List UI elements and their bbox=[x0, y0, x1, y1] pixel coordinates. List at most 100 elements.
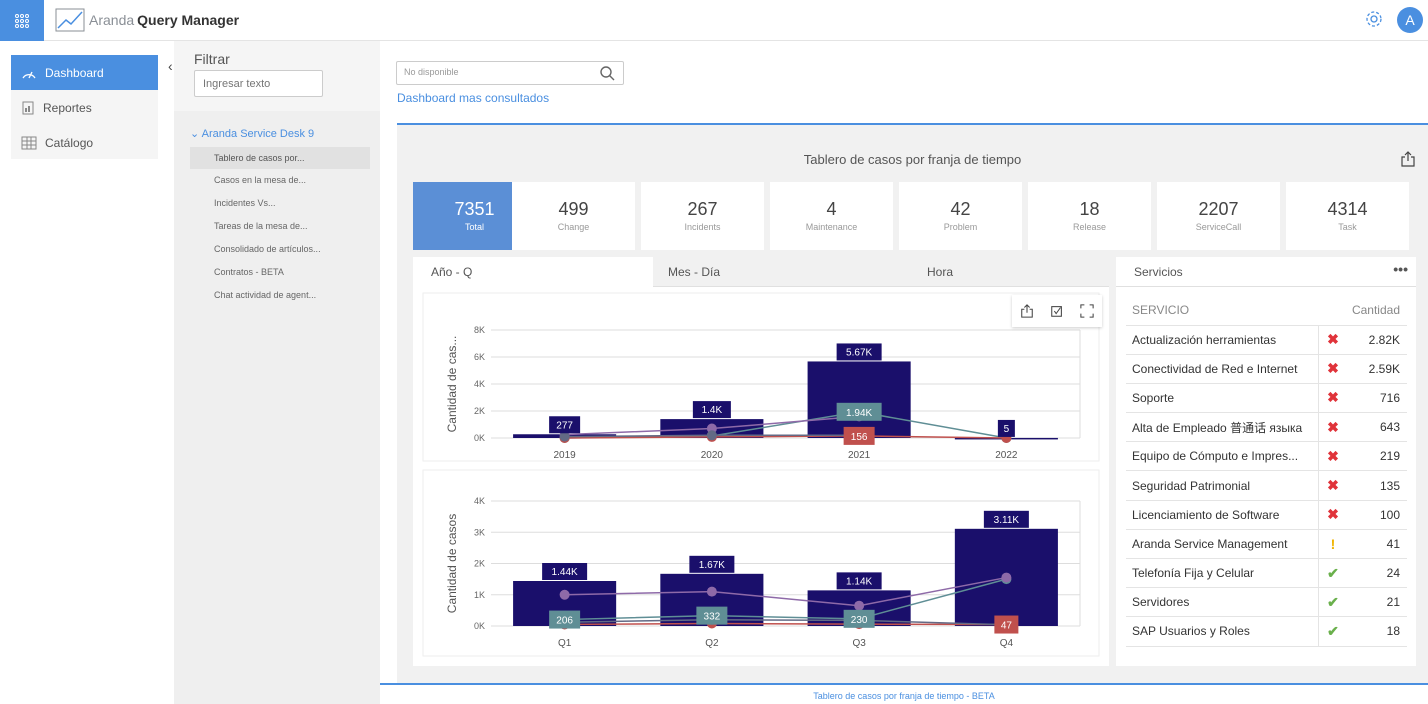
period-tabs: Año - Q Mes - Día Hora bbox=[413, 257, 1109, 287]
service-name: SAP Usuarios y Roles bbox=[1126, 616, 1320, 647]
kpi-maintenance[interactable]: 4 Maintenance bbox=[770, 182, 893, 250]
chart-panel: Año - Q Mes - Día Hora 0K 2K 4K 6K 8K Cantida… bbox=[413, 257, 1109, 666]
filter-title: Filtrar bbox=[194, 51, 230, 67]
table-row[interactable]: Actualización herramientas ✖ 2.82K bbox=[1126, 325, 1407, 355]
tree-item[interactable]: Contratos - BETA bbox=[214, 267, 284, 277]
settings-gear-icon[interactable] bbox=[1364, 9, 1384, 29]
series-point bbox=[559, 431, 570, 442]
table-row[interactable]: Licenciamiento de Software ✖ 100 bbox=[1126, 500, 1407, 530]
col-cantidad[interactable]: Cantidad bbox=[1346, 296, 1407, 326]
y-tick-label: 0K bbox=[474, 621, 485, 631]
divider bbox=[397, 123, 1428, 125]
y-tick-label: 4K bbox=[474, 496, 485, 506]
service-name: Conectividad de Red e Internet bbox=[1126, 354, 1320, 384]
dashboard-icon bbox=[22, 71, 36, 78]
data-label: 230 bbox=[843, 609, 875, 628]
tree-item[interactable]: Chat actividad de agent... bbox=[214, 290, 317, 300]
tree-item[interactable]: Tablero de casos por... bbox=[190, 147, 370, 169]
kpi-change[interactable]: 499 Change bbox=[512, 182, 635, 250]
table-row[interactable]: Aranda Service Management! 41 bbox=[1126, 529, 1407, 560]
most-viewed-link[interactable]: Dashboard mas consultados bbox=[397, 91, 550, 105]
tab-hora[interactable]: Hora bbox=[927, 265, 954, 279]
y-tick-label: 8K bbox=[474, 325, 485, 335]
status-icon: ✔ bbox=[1318, 587, 1347, 618]
search-icon[interactable] bbox=[600, 66, 615, 81]
table-row[interactable]: Servidores ✔ 21 bbox=[1126, 587, 1407, 618]
service-qty: 716 bbox=[1346, 383, 1407, 414]
filter-input[interactable] bbox=[194, 70, 323, 97]
tree-item[interactable]: Casos en la mesa de... bbox=[214, 175, 307, 185]
data-label: 332 bbox=[696, 606, 728, 625]
chevron-down-icon: ⌄ bbox=[190, 128, 202, 140]
sidebar-item-catalogo[interactable]: Catálogo bbox=[11, 125, 158, 160]
svg-text:1.67K: 1.67K bbox=[699, 560, 725, 571]
fullscreen-icon[interactable] bbox=[1080, 304, 1094, 318]
data-label: 1.4K bbox=[692, 401, 731, 419]
chart-quarter: 0K 1K 2K 3K 4K Cantidad de casos Q1 Q2 Q3 Q4 1.44K… bbox=[422, 469, 1100, 657]
col-servicio[interactable]: SERVICIO bbox=[1126, 296, 1319, 326]
tree-item[interactable]: Consolidado de artículos... bbox=[214, 244, 321, 254]
data-label: 3.11K bbox=[983, 510, 1029, 528]
dashboard-area: Tablero de casos por franja de tiempo 73… bbox=[397, 125, 1428, 683]
more-options-icon[interactable]: ••• bbox=[1393, 261, 1408, 277]
chart-select-icon[interactable] bbox=[1050, 304, 1064, 318]
svg-text:156: 156 bbox=[851, 432, 868, 443]
service-qty: 100 bbox=[1346, 500, 1407, 530]
kpi-task[interactable]: 4314 Task bbox=[1286, 182, 1409, 250]
servicios-table: SERVICIO Cantidad Actualización herramie… bbox=[1126, 296, 1407, 647]
table-row[interactable]: Equipo de Cómputo e Impres... ✖ 219 bbox=[1126, 441, 1407, 472]
kpi-incidents[interactable]: 267 Incidents bbox=[641, 182, 764, 250]
service-name: Seguridad Patrimonial bbox=[1126, 470, 1320, 501]
sidebar-item-dashboard[interactable]: Dashboard bbox=[11, 55, 158, 90]
sidebar-item-label: Reportes bbox=[43, 100, 92, 115]
kpi-problem[interactable]: 42 Problem bbox=[899, 182, 1022, 250]
data-label: 206 bbox=[549, 610, 581, 629]
x-tick-label: 2019 bbox=[554, 450, 577, 461]
service-qty: 2.82K bbox=[1346, 325, 1407, 355]
svg-text:1.4K: 1.4K bbox=[702, 405, 723, 416]
status-icon: ✖ bbox=[1318, 412, 1347, 443]
sidebar-item-reportes[interactable]: Reportes bbox=[11, 90, 158, 125]
kpi-servicecall[interactable]: 2207 ServiceCall bbox=[1157, 182, 1280, 250]
share-export-icon[interactable] bbox=[1400, 151, 1416, 167]
apps-menu-button[interactable] bbox=[0, 0, 44, 41]
svg-text:5.67K: 5.67K bbox=[846, 347, 872, 358]
tree-item[interactable]: Tareas de la mesa de... bbox=[214, 221, 308, 231]
footer-title: Tablero de casos por franja de tiempo - … bbox=[380, 683, 1428, 704]
data-label: 5 bbox=[997, 419, 1015, 437]
service-name: Actualización herramientas bbox=[1126, 325, 1320, 355]
y-tick-label: 6K bbox=[474, 352, 485, 362]
series-point bbox=[706, 586, 717, 597]
catalog-icon bbox=[21, 136, 37, 149]
report-icon bbox=[22, 101, 34, 114]
apps-grid-icon bbox=[15, 13, 29, 28]
status-icon: ✔ bbox=[1318, 616, 1347, 647]
table-row[interactable]: Alta de Empleado 普通话 языка ✖ 643 bbox=[1126, 412, 1407, 443]
svg-text:5: 5 bbox=[1004, 424, 1010, 435]
tree-root[interactable]: ⌄ Aranda Service Desk 9 bbox=[190, 128, 315, 140]
servicios-panel: Servicios ••• SERVICIO Cantidad Actualiz… bbox=[1116, 257, 1416, 666]
kpi-release[interactable]: 18 Release bbox=[1028, 182, 1151, 250]
dashboard-search[interactable]: No disponible bbox=[396, 61, 624, 85]
data-label: 5.67K bbox=[836, 343, 882, 361]
table-row[interactable]: Conectividad de Red e Internet ✖ 2.59K bbox=[1126, 354, 1407, 384]
app-logo[interactable]: Aranda Query Manager bbox=[55, 8, 239, 32]
user-avatar[interactable]: A bbox=[1397, 7, 1423, 33]
series-line bbox=[564, 435, 1007, 439]
main-content: No disponible Dashboard mas consultados … bbox=[380, 41, 1428, 683]
tree-item[interactable]: Incidentes Vs... bbox=[214, 198, 276, 208]
table-row[interactable]: SAP Usuarios y Roles ✔ 18 bbox=[1126, 616, 1407, 647]
collapse-chevron-icon[interactable]: ‹ bbox=[168, 58, 173, 74]
x-tick-label: Q2 bbox=[705, 638, 719, 649]
tab-ano-q[interactable]: Año - Q bbox=[431, 265, 473, 279]
tab-mes-dia[interactable]: Mes - Día bbox=[668, 265, 721, 279]
svg-text:3.11K: 3.11K bbox=[994, 515, 1020, 526]
chart-export-icon[interactable] bbox=[1020, 304, 1034, 318]
table-row[interactable]: Telefonía Fija y Celular ✔ 24 bbox=[1126, 558, 1407, 589]
status-icon: ✖ bbox=[1318, 325, 1347, 355]
service-name: Telefonía Fija y Celular bbox=[1126, 558, 1320, 589]
table-row[interactable]: Soporte ✖ 716 bbox=[1126, 383, 1407, 414]
svg-text:230: 230 bbox=[851, 615, 868, 626]
table-row[interactable]: Seguridad Patrimonial ✖ 135 bbox=[1126, 470, 1407, 501]
service-name: Aranda Service Management bbox=[1126, 529, 1320, 560]
